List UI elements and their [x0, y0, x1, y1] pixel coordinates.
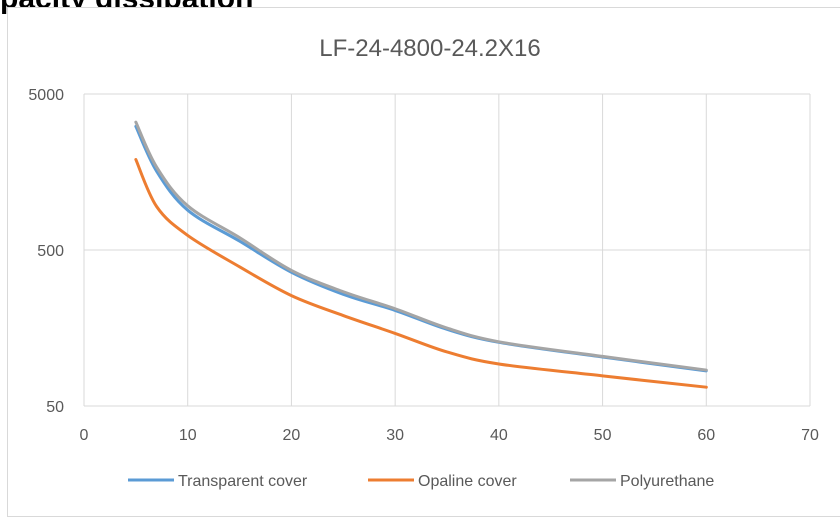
y-tick-label-50: 50: [46, 399, 64, 416]
axis-ticks: 0 10 20 30 40 50 60 70 50 500 5000: [28, 87, 819, 444]
grid-lines: [83, 93, 811, 407]
x-tick-label-70: 70: [801, 427, 819, 444]
legend-label-transparent-cover: Transparent cover: [178, 473, 308, 490]
series-line-polyurethane: [134, 120, 708, 372]
y-tick-label-500: 500: [37, 243, 64, 260]
x-tick-label-50: 50: [594, 427, 612, 444]
x-tick-label-10: 10: [179, 427, 197, 444]
x-tick-label-60: 60: [697, 427, 715, 444]
legend: Transparent cover Opaline cover Polyuretha…: [128, 473, 714, 490]
x-tick-label-20: 20: [283, 427, 301, 444]
x-tick-label-30: 30: [386, 427, 404, 444]
series-line-opaline-cover: [134, 158, 708, 389]
series-line-transparent-cover: [134, 124, 708, 373]
series-lines: [134, 120, 708, 389]
chart-title: LF-24-4800-24.2X16: [319, 35, 540, 62]
x-tick-label-40: 40: [490, 427, 508, 444]
legend-label-polyurethane: Polyurethane: [620, 473, 714, 490]
x-tick-label-0: 0: [80, 427, 89, 444]
legend-label-opaline-cover: Opaline cover: [418, 473, 517, 490]
y-tick-label-5000: 5000: [28, 87, 64, 104]
